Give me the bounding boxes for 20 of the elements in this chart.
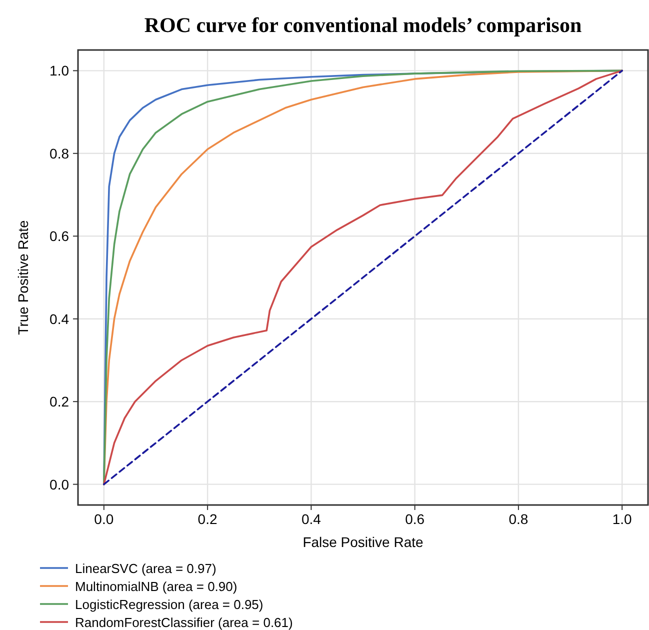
y-tick-label: 0.2 [50, 394, 70, 410]
y-axis-title: True Positive Rate [15, 220, 31, 335]
y-tick-label: 0.6 [50, 228, 70, 244]
x-axis-title: False Positive Rate [302, 534, 424, 550]
x-tick-label: 0.6 [405, 511, 425, 527]
y-tick-label: 1.0 [50, 62, 70, 79]
x-tick-label: 1.0 [612, 511, 632, 527]
legend-label: RandomForestClassifier (area = 0.61) [75, 615, 293, 630]
legend-label: MultinomialNB (area = 0.90) [75, 579, 238, 594]
y-tick-label: 0.8 [50, 145, 70, 162]
x-tick-label: 0.0 [94, 511, 114, 527]
x-tick-label: 0.8 [508, 511, 528, 527]
y-tick-label: 0.0 [50, 476, 70, 492]
chart-title: ROC curve for conventional models’ comparison [144, 13, 582, 37]
legend-label: LinearSVC (area = 0.97) [75, 561, 216, 576]
line-series [103, 70, 623, 486]
x-tick-label: 0.4 [301, 511, 322, 527]
x-tick-label: 0.2 [198, 511, 218, 527]
y-tick-label: 0.4 [50, 310, 70, 327]
legend-label: LogisticRegression (area = 0.95) [75, 597, 264, 612]
